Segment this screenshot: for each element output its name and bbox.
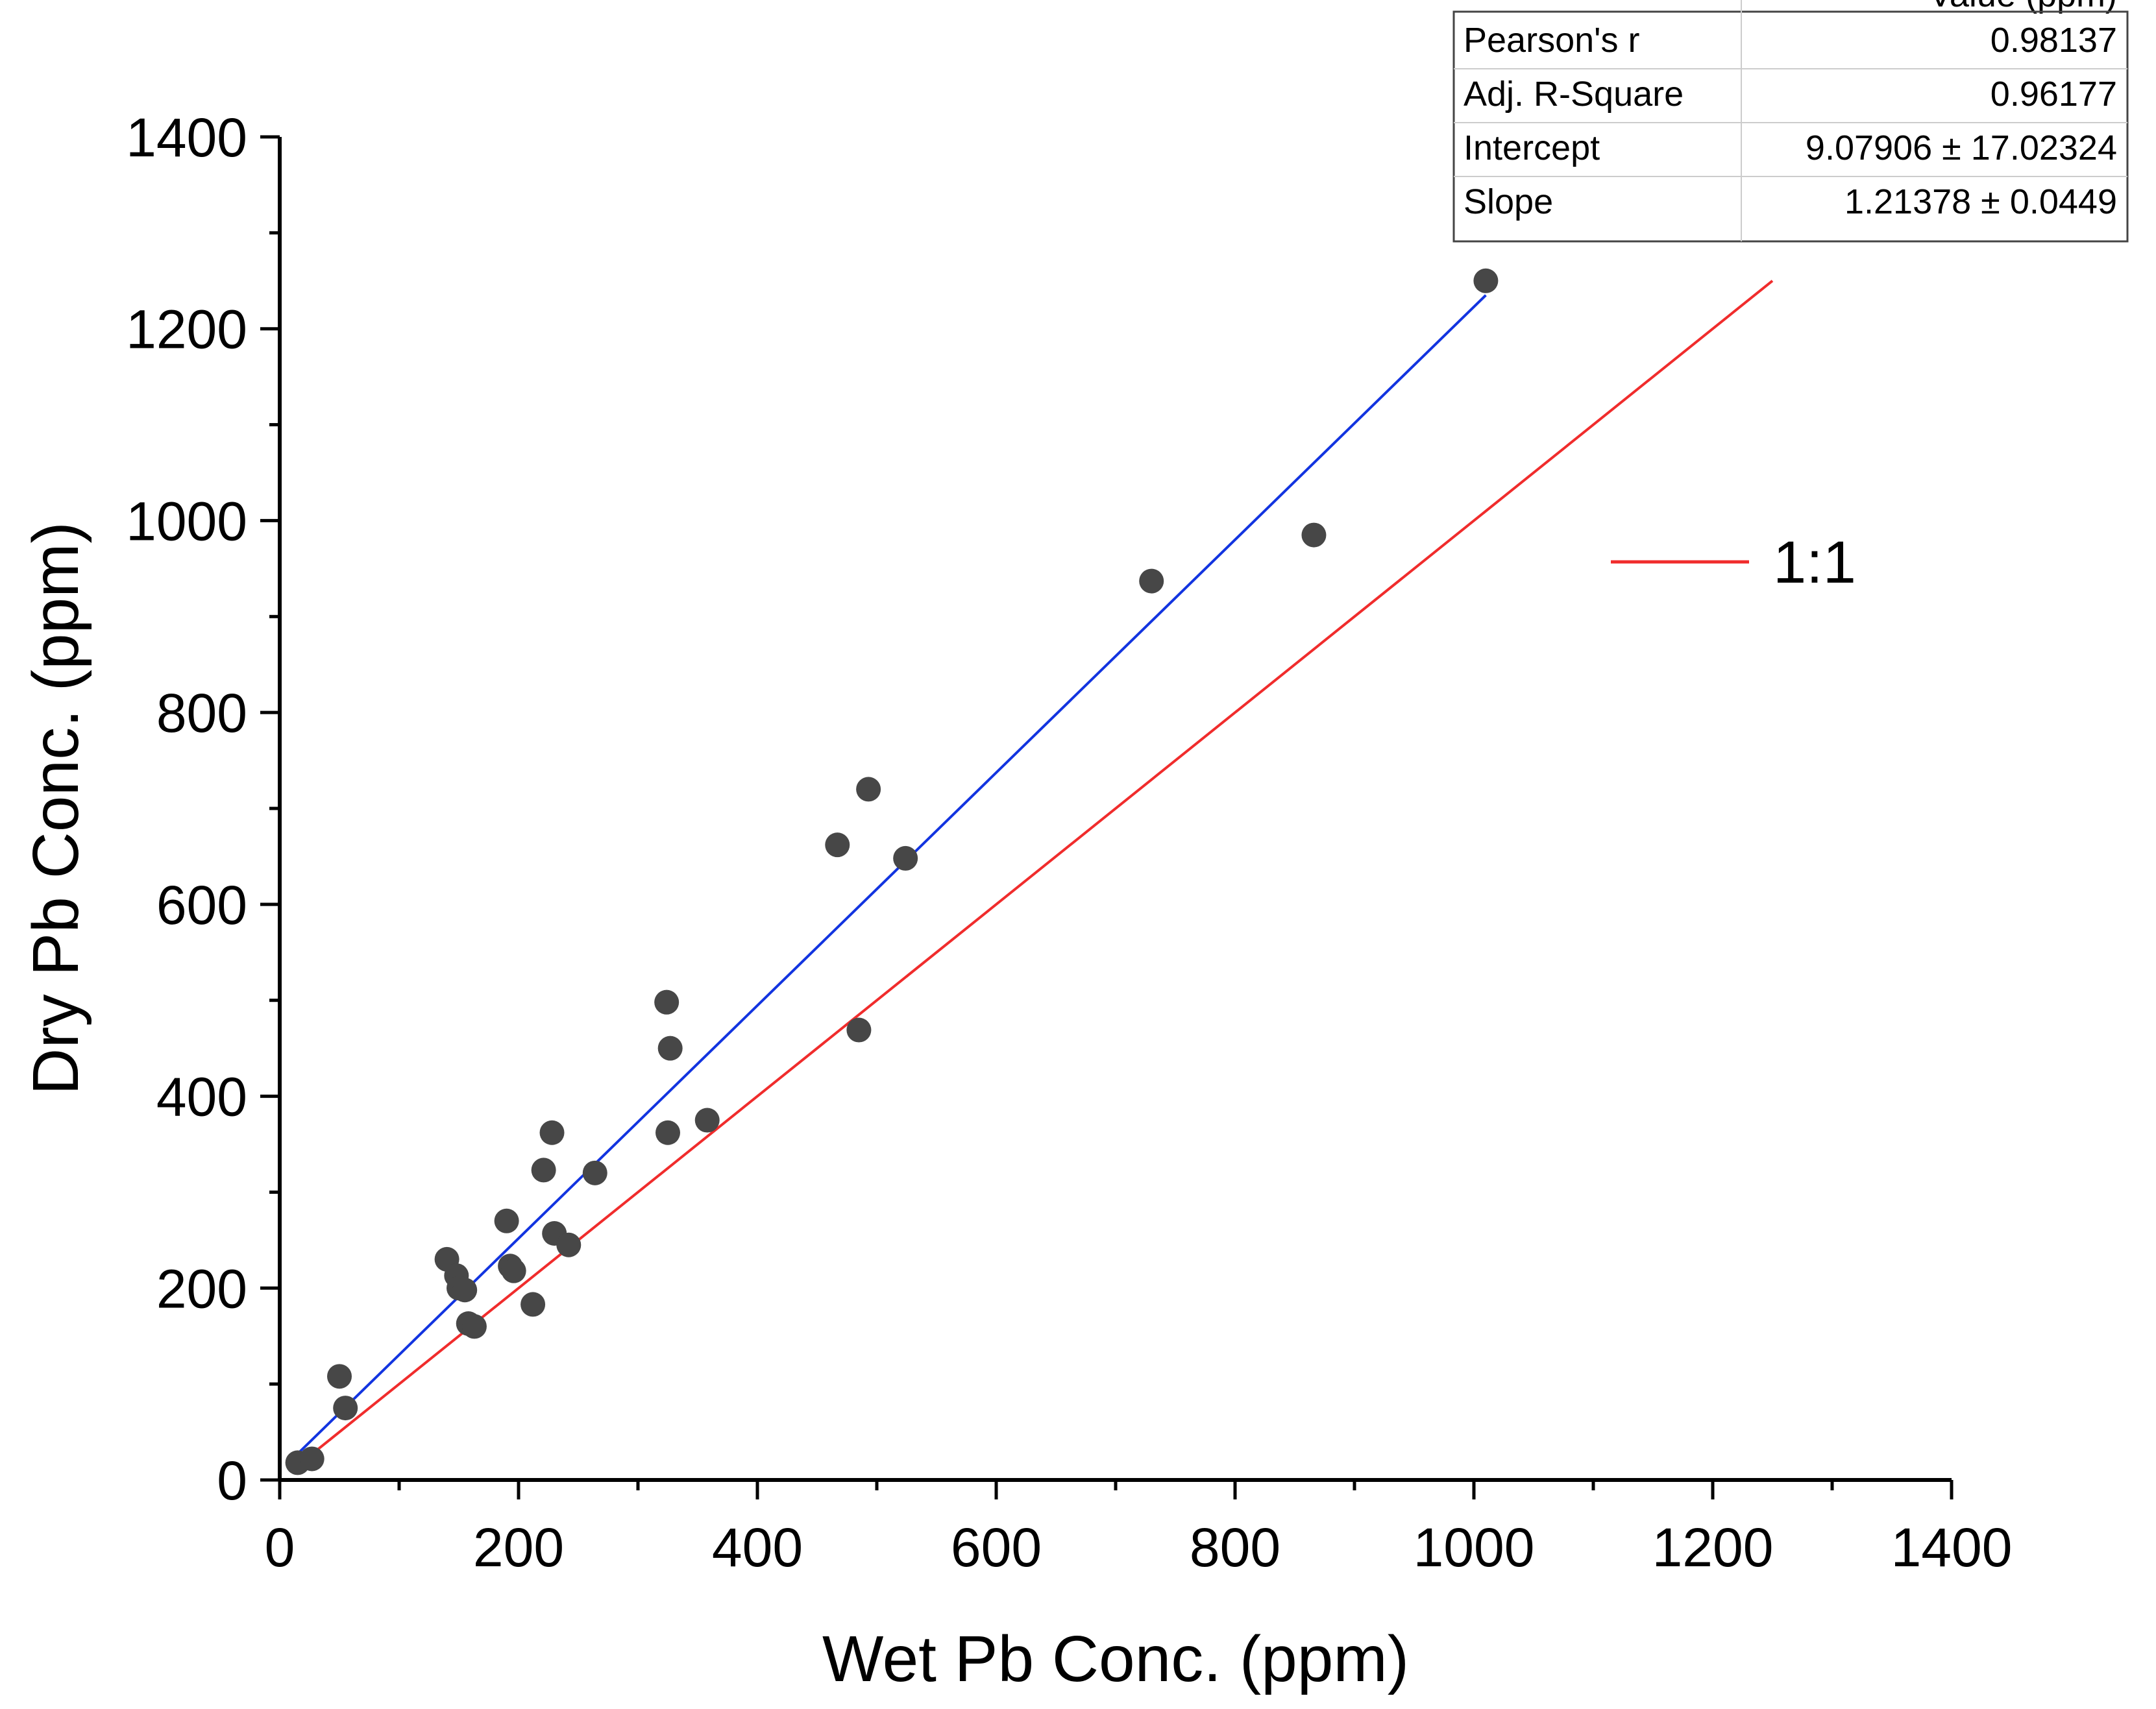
data-point <box>694 1108 720 1133</box>
data-point <box>333 1396 358 1421</box>
data-point <box>494 1208 519 1233</box>
y-tick-label: 0 <box>217 1450 247 1511</box>
one-to-one-line <box>297 280 1774 1467</box>
y-tick-label: 1000 <box>126 491 247 551</box>
data-point <box>556 1232 582 1257</box>
x-tick-label: 1200 <box>1652 1517 1774 1578</box>
y-tick-label: 1200 <box>126 299 247 360</box>
x-tick-label: 200 <box>473 1517 564 1578</box>
x-ticks: 0 200 400 600 800 1000 1200 1400 <box>265 1480 2013 1578</box>
data-point <box>327 1364 352 1389</box>
data-point <box>299 1446 325 1472</box>
stats-row-value: 9.07906 ± 17.02324 <box>1806 128 2117 167</box>
stats-row-label: Pearson's r <box>1464 21 1639 60</box>
stats-row-label: Slope <box>1464 182 1553 221</box>
data-point <box>521 1292 546 1317</box>
data-point <box>893 845 918 871</box>
data-points <box>285 268 1499 1475</box>
data-point <box>501 1258 526 1283</box>
data-point <box>539 1120 565 1145</box>
x-axis-title: Wet Pb Conc. (ppm) <box>822 1623 1409 1695</box>
data-point <box>1139 568 1164 594</box>
data-point <box>452 1278 478 1303</box>
stats-row-value: 1.21378 ± 0.0449 <box>1844 182 2117 221</box>
x-tick-label: 1400 <box>1891 1517 2013 1578</box>
data-point <box>846 1017 872 1043</box>
x-tick-label: 400 <box>712 1517 803 1578</box>
y-axis-title: Dry Pb Conc. (ppm) <box>19 522 92 1095</box>
data-point <box>657 1036 683 1061</box>
stats-row-label: Adj. R-Square <box>1464 75 1684 114</box>
data-point <box>1473 268 1499 293</box>
y-ticks: 0 200 400 600 800 1000 1200 1400 <box>126 107 280 1511</box>
lines <box>297 280 1774 1467</box>
legend-label-1-1: 1:1 <box>1773 529 1856 596</box>
x-tick-label: 0 <box>265 1517 295 1578</box>
y-tick-label: 600 <box>156 875 247 936</box>
data-point <box>461 1314 487 1339</box>
stats-row-label: Intercept <box>1464 128 1600 167</box>
legend: 1:1 <box>1611 529 1856 596</box>
y-tick-label: 1400 <box>126 107 247 168</box>
data-point <box>655 1120 680 1145</box>
stats-row-value: 0.96177 <box>1991 75 2117 114</box>
axes: 0 200 400 600 800 1000 1200 1400 0 200 400 600 800 1… <box>126 107 2012 1578</box>
x-tick-label: 1000 <box>1414 1517 1535 1578</box>
data-point <box>825 832 850 858</box>
x-tick-label: 800 <box>1190 1517 1280 1578</box>
data-point <box>531 1158 556 1183</box>
x-tick-label: 600 <box>951 1517 1042 1578</box>
data-point <box>582 1160 607 1185</box>
y-tick-label: 400 <box>156 1067 247 1128</box>
y-tick-label: 800 <box>156 683 247 744</box>
linear-fit-line <box>297 294 1487 1455</box>
y-tick-label: 200 <box>156 1258 247 1319</box>
data-point <box>856 777 881 802</box>
data-point <box>654 989 680 1015</box>
data-point <box>1301 522 1327 548</box>
stats-row-value: 0.98137 <box>1991 21 2117 60</box>
